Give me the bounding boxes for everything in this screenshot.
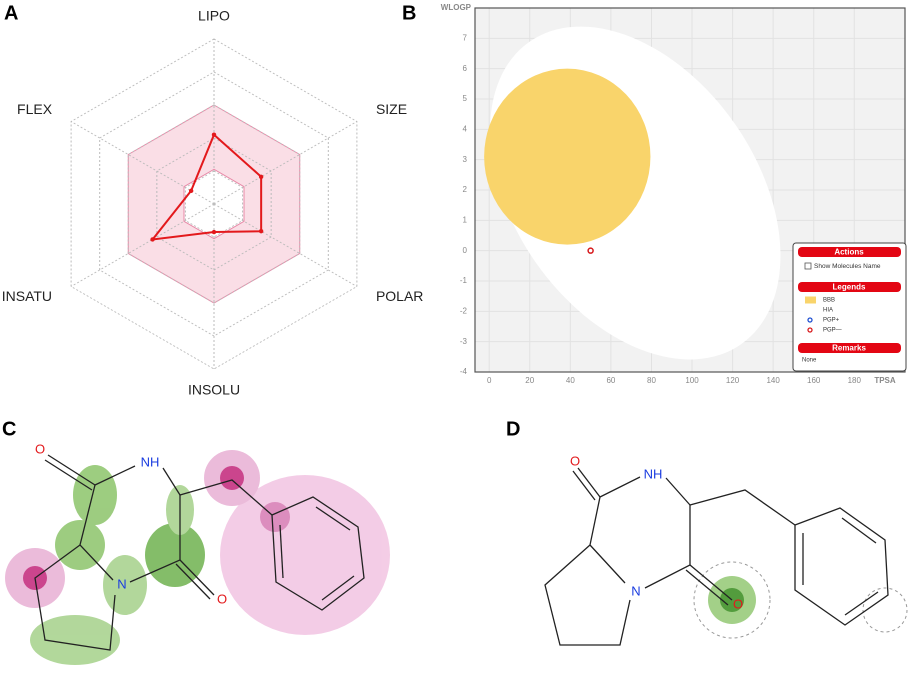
remarks-text: None (802, 358, 817, 364)
x-tick-label: 20 (525, 376, 534, 385)
atom-label: O (570, 453, 580, 468)
spoke (70, 203, 215, 287)
radar-point (150, 237, 155, 242)
radar-chart: LIPO SIZE POLAR INSOLU INSATU FLEX (2, 8, 424, 398)
point (587, 247, 594, 254)
y-tick-label: -2 (460, 306, 468, 315)
atom-label: N (631, 583, 640, 598)
spoke (213, 203, 358, 287)
legend-label: BBB (823, 298, 835, 304)
y-axis-label: WLOGP (441, 3, 472, 12)
y-tick-label: 1 (463, 215, 468, 224)
checkbox[interactable] (804, 262, 812, 270)
x-axis-label: TPSA (874, 376, 896, 385)
spoke (70, 121, 215, 205)
contribution-map (5, 450, 390, 665)
legend-label: HIA (823, 308, 833, 314)
y-tick-label: -3 (460, 337, 468, 346)
molecule-d: O NH N O (544, 453, 908, 646)
legend-swatch (805, 296, 816, 304)
panel-header (798, 247, 901, 257)
atom-label: NH (141, 454, 160, 469)
x-tick-label: 0 (487, 376, 492, 385)
legend-swatch (805, 306, 816, 314)
panel-header-text: Actions (834, 248, 864, 257)
axis-label: SIZE (376, 101, 407, 117)
axis-label: FLEX (17, 101, 53, 117)
region (484, 68, 651, 245)
legend: BBB HIA PGP+ PGP— (805, 296, 842, 334)
atom-label: O (35, 441, 45, 456)
plot-border (474, 7, 906, 373)
axis-label: INSATU (2, 288, 52, 304)
x-tick-label: 120 (726, 376, 740, 385)
radar-point (211, 132, 217, 137)
x-tick-label: 40 (566, 376, 575, 385)
panel-header (798, 343, 901, 353)
y-tick-label: -1 (460, 276, 468, 285)
x-tick-label: 140 (766, 376, 780, 385)
atom-label: O (733, 596, 743, 611)
radar-point (188, 188, 194, 193)
legend-label: PGP— (823, 328, 842, 334)
radar-point (211, 229, 217, 235)
y-tick-label: 0 (463, 246, 468, 255)
panel-header-text: Remarks (832, 344, 866, 353)
atom-label: NH (644, 466, 663, 481)
panel-header (798, 282, 901, 292)
y-tick-label: 5 (463, 94, 468, 103)
radar-point (258, 229, 264, 234)
axis-label: INSOLU (188, 382, 240, 398)
grid-ring (127, 104, 301, 304)
spoke (213, 121, 358, 205)
legend-marker (807, 327, 813, 333)
axis-label: LIPO (198, 8, 230, 24)
axis-label: POLAR (376, 288, 423, 304)
y-tick-label: 6 (463, 64, 468, 73)
legend-label: PGP+ (823, 318, 840, 324)
x-tick-label: 60 (606, 376, 615, 385)
panel-header-text: Legends (833, 283, 866, 292)
x-tick-label: 100 (685, 376, 699, 385)
settings-panel: Actions Show Molecules Name Legends BBB H… (792, 242, 907, 372)
y-tick-label: 4 (463, 124, 468, 133)
radar-point (258, 174, 264, 179)
y-tick-label: -4 (460, 367, 468, 376)
panel-label: D (506, 418, 520, 440)
panel-box (792, 242, 907, 372)
legend-marker (807, 317, 813, 323)
y-tick-label: 2 (463, 185, 468, 194)
x-tick-label: 160 (807, 376, 821, 385)
panel-label: B (402, 2, 416, 24)
x-tick-label: 180 (848, 376, 862, 385)
panel-label: C (2, 418, 16, 440)
atom-label: N (117, 576, 126, 591)
x-tick-label: 80 (647, 376, 656, 385)
molecule-c: O NH N O (5, 441, 390, 665)
y-tick-label: 3 (463, 155, 468, 164)
y-tick-label: 7 (463, 33, 468, 42)
atom-label: O (217, 591, 227, 606)
checkbox-label: Show Molecules Name (814, 263, 881, 270)
panel-label: A (4, 2, 18, 24)
